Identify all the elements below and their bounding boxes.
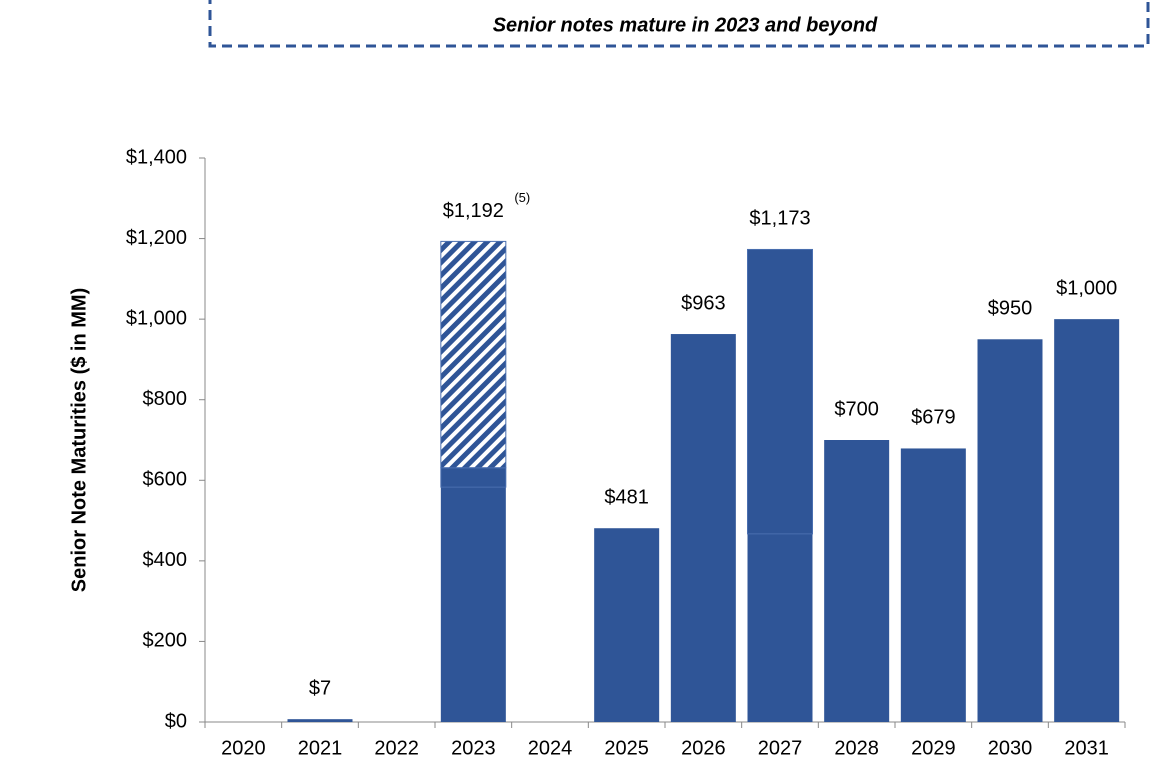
- x-tick-label: 2023: [451, 737, 496, 759]
- x-tick-label: 2028: [834, 737, 879, 759]
- bar-segment: [594, 528, 660, 722]
- total-label: $963: [681, 292, 726, 314]
- x-tick-label: 2030: [988, 737, 1033, 759]
- bar-segment: [900, 448, 966, 722]
- chart-title: Senior notes mature in 2023 and beyond: [493, 14, 878, 36]
- x-tick-label: 2020: [221, 737, 266, 759]
- x-tick-label: 2029: [911, 737, 956, 759]
- total-label: $679: [911, 407, 956, 429]
- x-tick-label: 2025: [604, 737, 649, 759]
- total-label: $950: [988, 298, 1033, 320]
- bar-segment: [824, 440, 890, 722]
- total-label: $7: [309, 677, 331, 699]
- y-tick-label: $600: [143, 469, 188, 491]
- total-label: $1,192: [443, 200, 504, 222]
- y-axis-label: Senior Note Maturities ($ in MM): [68, 288, 90, 592]
- y-tick-label: $200: [143, 630, 188, 652]
- bar-segment: [1054, 319, 1120, 722]
- bar-segment: [747, 248, 813, 535]
- total-label: $1,000: [1056, 277, 1117, 299]
- total-label: $1,173: [749, 208, 810, 230]
- x-tick-label: 2022: [374, 737, 419, 759]
- y-tick-label: $1,400: [126, 146, 187, 168]
- y-tick-label: $1,200: [126, 227, 187, 249]
- y-tick-label: $400: [143, 549, 188, 571]
- y-tick-label: $0: [165, 710, 187, 732]
- bar-segment: [287, 719, 353, 722]
- x-tick-label: 2026: [681, 737, 726, 759]
- x-tick-label: 2021: [298, 737, 343, 759]
- total-label: $481: [604, 487, 649, 509]
- bar-segment: [747, 533, 813, 722]
- y-tick-label: $1,000: [126, 307, 187, 329]
- x-tick-label: 2027: [758, 737, 803, 759]
- bar-segment: [440, 487, 506, 722]
- y-tick-label: $800: [143, 388, 188, 410]
- title-box: [208, 0, 1150, 48]
- x-tick-label: 2031: [1064, 737, 1109, 759]
- footnote-marker: (5): [514, 190, 530, 205]
- bar-segment: [440, 467, 507, 488]
- x-tick-label: 2024: [528, 737, 573, 759]
- bar-segment: [670, 334, 736, 722]
- bar-segment: [977, 339, 1043, 722]
- bar-segment: [440, 240, 507, 469]
- total-label: $700: [834, 398, 879, 420]
